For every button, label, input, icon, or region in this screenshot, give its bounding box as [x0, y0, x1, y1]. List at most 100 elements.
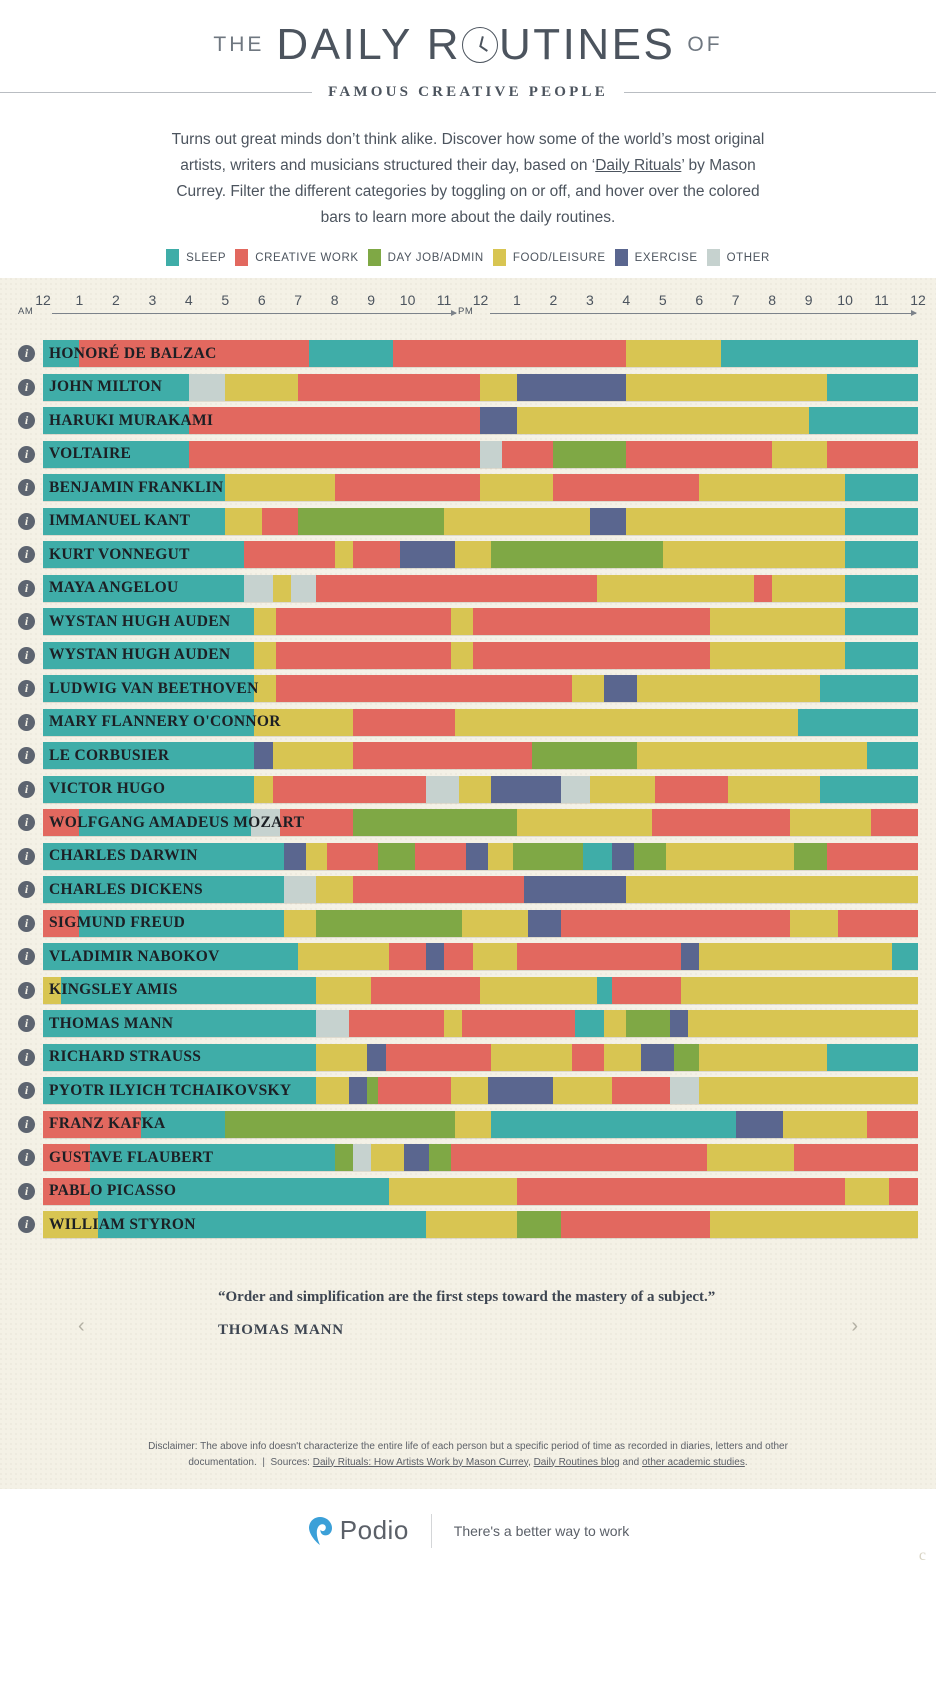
bar-segment-sleep[interactable]: [597, 976, 612, 1004]
bar-segment-food[interactable]: [710, 608, 846, 635]
bar-segment-creative[interactable]: [888, 1177, 918, 1205]
bar-segment-food[interactable]: [516, 407, 809, 434]
bar-segment-other[interactable]: [290, 574, 317, 602]
bar-segment-food[interactable]: [389, 1177, 517, 1205]
bar-segment-sleep[interactable]: [97, 1211, 426, 1238]
info-icon[interactable]: i: [18, 1182, 35, 1200]
info-icon[interactable]: i: [18, 814, 35, 831]
bar-segment-exercise[interactable]: [527, 909, 561, 937]
bar-segment-exercise[interactable]: [735, 1110, 784, 1138]
bar-segment-food[interactable]: [254, 641, 277, 669]
bar-segment-creative[interactable]: [188, 407, 481, 434]
bar-segment-food[interactable]: [491, 1043, 572, 1071]
bar-segment-creative[interactable]: [79, 340, 310, 367]
bar-segment-sleep[interactable]: [43, 373, 189, 401]
bar-segment-food[interactable]: [783, 1110, 867, 1138]
info-icon[interactable]: i: [18, 747, 35, 764]
bar-segment-dayjob[interactable]: [793, 842, 827, 870]
bar-segment-sleep[interactable]: [79, 809, 251, 836]
bar-segment-exercise[interactable]: [487, 1077, 554, 1104]
bar-segment-other[interactable]: [283, 876, 317, 903]
bar-segment-exercise[interactable]: [367, 1043, 386, 1071]
bar-segment-creative[interactable]: [611, 1077, 671, 1104]
info-icon[interactable]: i: [18, 713, 35, 731]
bar-segment-dayjob[interactable]: [378, 842, 415, 870]
bar-segment-creative[interactable]: [378, 1077, 452, 1104]
bar-segment-food[interactable]: [444, 507, 590, 535]
bar-segment-creative[interactable]: [334, 474, 481, 501]
bar-segment-food[interactable]: [298, 943, 390, 970]
bar-segment-creative[interactable]: [389, 943, 426, 970]
bar-segment-food[interactable]: [710, 641, 846, 669]
bar-segment-other[interactable]: [425, 775, 459, 803]
info-icon[interactable]: i: [18, 1048, 35, 1066]
bar-segment-food[interactable]: [699, 943, 893, 970]
legend-toggle-dayjob[interactable]: DAY JOB/ADMIN: [367, 249, 484, 266]
bar-segment-sleep[interactable]: [90, 1144, 335, 1171]
bar-segment-dayjob[interactable]: [352, 809, 517, 836]
bar-segment-creative[interactable]: [414, 842, 466, 870]
bar-segment-food[interactable]: [316, 876, 353, 903]
bar-segment-exercise[interactable]: [349, 1077, 368, 1104]
bar-segment-other[interactable]: [250, 809, 280, 836]
bar-segment-sleep[interactable]: [43, 775, 255, 803]
bar-segment-creative[interactable]: [371, 976, 481, 1004]
bar-segment-sleep[interactable]: [845, 574, 918, 602]
info-icon[interactable]: i: [18, 378, 35, 396]
bar-segment-other[interactable]: [243, 574, 273, 602]
info-icon[interactable]: i: [18, 680, 35, 697]
bar-segment-sleep[interactable]: [826, 373, 918, 401]
bar-segment-food[interactable]: [480, 976, 598, 1004]
bar-segment-other[interactable]: [560, 775, 590, 803]
bar-segment-creative[interactable]: [276, 675, 572, 702]
bar-segment-dayjob[interactable]: [633, 842, 667, 870]
legend-toggle-creative[interactable]: CREATIVE WORK: [235, 249, 358, 266]
bar-segment-creative[interactable]: [43, 1177, 91, 1205]
bar-segment-creative[interactable]: [826, 842, 918, 870]
bar-segment-food[interactable]: [305, 842, 328, 870]
bar-segment-sleep[interactable]: [43, 574, 244, 602]
info-icon[interactable]: i: [18, 613, 35, 630]
bar-segment-food[interactable]: [254, 675, 277, 702]
bar-segment-exercise[interactable]: [680, 943, 700, 970]
bar-segment-food[interactable]: [637, 675, 820, 702]
bar-segment-exercise[interactable]: [516, 373, 627, 401]
bar-segment-food[interactable]: [451, 608, 474, 635]
bar-segment-sleep[interactable]: [43, 1043, 317, 1071]
bar-segment-sleep[interactable]: [721, 340, 918, 367]
bar-segment-food[interactable]: [316, 1077, 350, 1104]
bar-segment-creative[interactable]: [611, 976, 681, 1004]
info-icon[interactable]: i: [18, 1115, 35, 1133]
bar-segment-exercise[interactable]: [611, 842, 634, 870]
bar-segment-sleep[interactable]: [43, 1077, 317, 1104]
bar-segment-exercise[interactable]: [524, 876, 627, 903]
bar-segment-dayjob[interactable]: [367, 1077, 379, 1104]
bar-segment-sleep[interactable]: [826, 1043, 918, 1071]
bar-segment-sleep[interactable]: [582, 842, 612, 870]
daily-rituals-link[interactable]: Daily Rituals: [595, 157, 682, 174]
bar-segment-sleep[interactable]: [61, 976, 317, 1004]
bar-segment-exercise[interactable]: [480, 407, 517, 434]
bar-segment-food[interactable]: [272, 574, 291, 602]
bar-segment-food[interactable]: [451, 1077, 488, 1104]
bar-segment-sleep[interactable]: [575, 1010, 605, 1037]
bar-segment-sleep[interactable]: [43, 474, 226, 501]
info-icon[interactable]: i: [18, 479, 35, 496]
bar-segment-food[interactable]: [699, 474, 846, 501]
bar-segment-food[interactable]: [589, 775, 656, 803]
bar-segment-creative[interactable]: [327, 842, 379, 870]
bar-segment-food[interactable]: [790, 909, 838, 937]
source-link-daily-routines-blog[interactable]: Daily Routines blog: [533, 1456, 620, 1468]
bar-segment-creative[interactable]: [385, 1043, 492, 1071]
legend-toggle-exercise[interactable]: EXERCISE: [614, 249, 698, 266]
bar-segment-food[interactable]: [316, 1043, 368, 1071]
info-icon[interactable]: i: [18, 881, 35, 898]
bar-segment-creative[interactable]: [316, 574, 598, 602]
info-icon[interactable]: i: [18, 646, 35, 664]
bar-segment-sleep[interactable]: [309, 340, 393, 367]
bar-segment-exercise[interactable]: [425, 943, 445, 970]
bar-segment-exercise[interactable]: [604, 675, 638, 702]
bar-segment-creative[interactable]: [352, 876, 525, 903]
bar-segment-creative[interactable]: [837, 909, 918, 937]
bar-segment-creative[interactable]: [516, 1177, 846, 1205]
